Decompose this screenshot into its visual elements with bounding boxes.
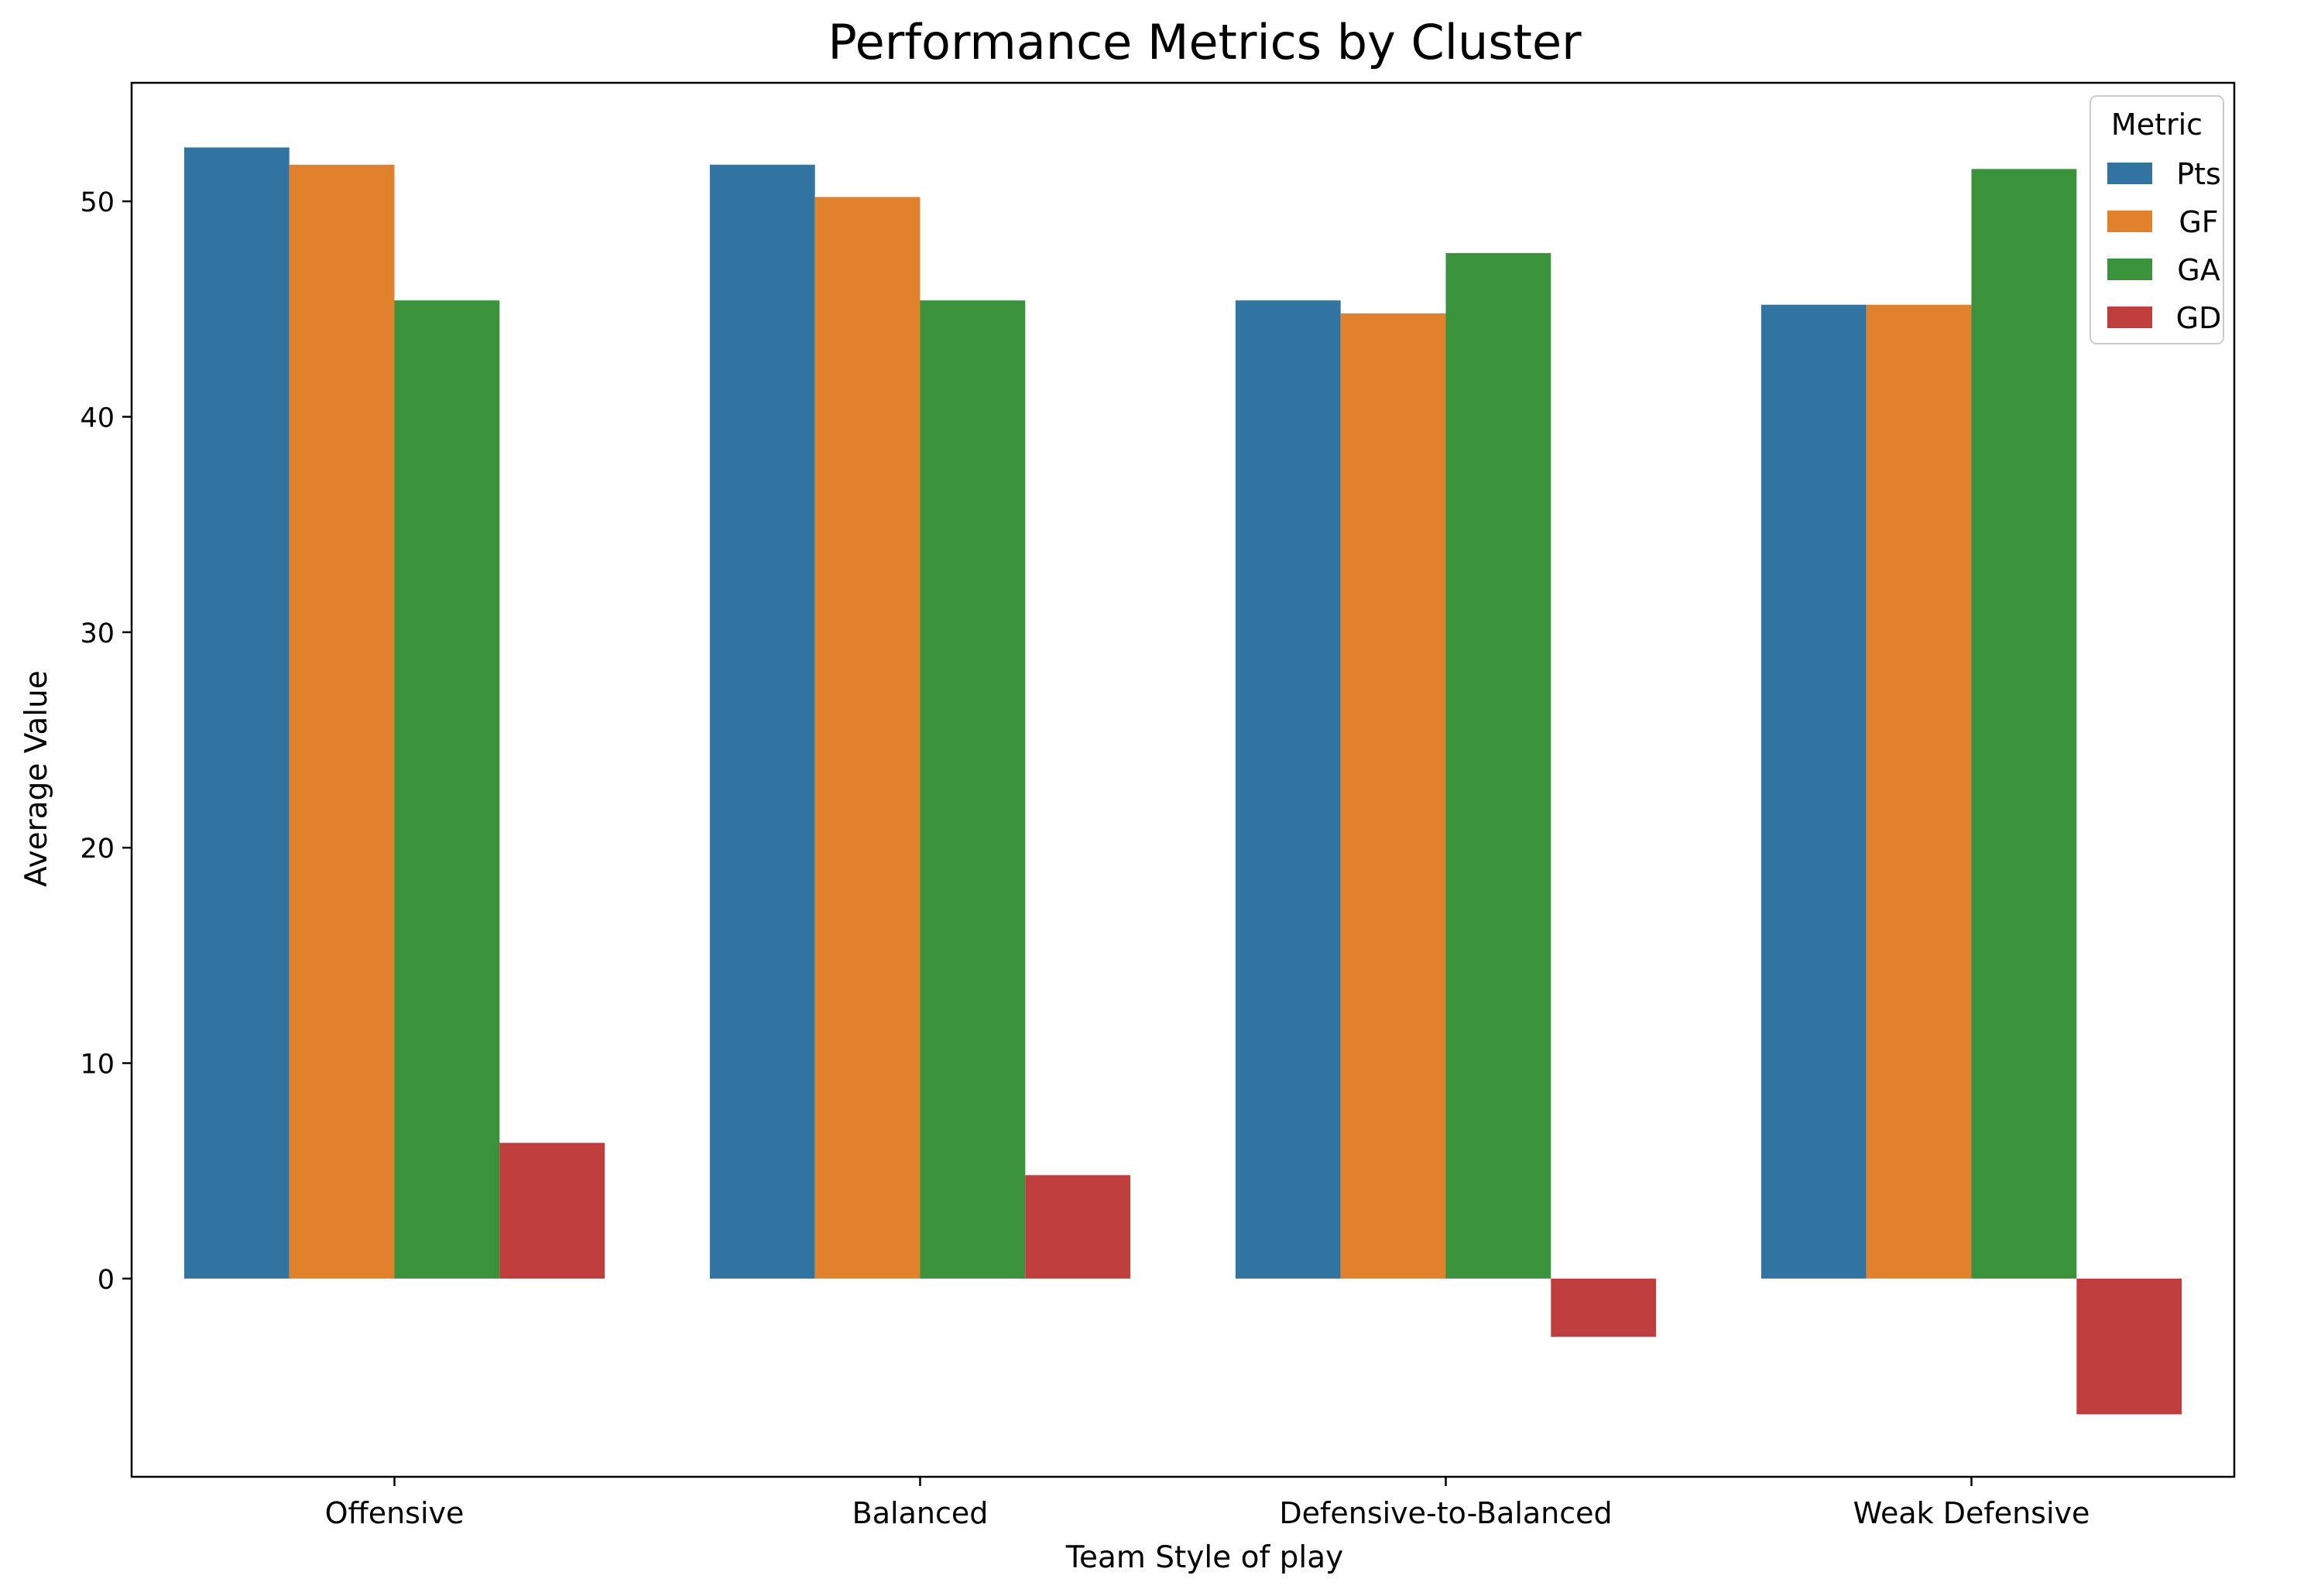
bar-gf-3 <box>1866 304 1972 1279</box>
bar-gd-2 <box>1551 1278 1657 1337</box>
y-axis-label: Average Value <box>19 670 54 887</box>
legend: Metric Pts GF GA GD <box>2090 95 2224 344</box>
chart-title: Performance Metrics by Cluster <box>828 14 1582 70</box>
x-tick-label: Defensive-to-Balanced <box>1279 1496 1612 1530</box>
bar-gd-3 <box>2076 1278 2182 1415</box>
bar-ga-0 <box>394 300 500 1279</box>
bar-pts-2 <box>1235 300 1341 1279</box>
legend-swatch-gf <box>2107 211 2152 232</box>
bar-gd-1 <box>1025 1175 1131 1279</box>
legend-swatch-gd <box>2107 307 2152 328</box>
bar-gf-2 <box>1340 313 1446 1279</box>
y-tick-label: 30 <box>80 618 115 649</box>
y-tick-label: 20 <box>80 834 115 865</box>
x-tick-label: Weak Defensive <box>1853 1496 2090 1530</box>
bar-pts-3 <box>1760 304 1867 1279</box>
y-tick-label: 40 <box>80 402 115 433</box>
bar-pts-1 <box>709 164 815 1279</box>
legend-label-pts: Pts <box>2176 157 2221 191</box>
legend-label-gf: GF <box>2179 205 2218 239</box>
legend-swatch-pts <box>2107 163 2152 184</box>
x-tick-label: Offensive <box>325 1496 465 1530</box>
bar-ga-3 <box>1971 169 2077 1279</box>
legend-label-gd: GD <box>2176 301 2222 335</box>
bar-gf-1 <box>814 197 921 1279</box>
legend-box <box>2090 95 2224 344</box>
x-axis-label: Team Style of play <box>1065 1540 1343 1575</box>
axes-frame <box>130 81 2236 1478</box>
bar-gf-0 <box>289 164 395 1279</box>
y-tick-label: 0 <box>98 1265 115 1296</box>
bar-gd-0 <box>499 1142 605 1279</box>
legend-swatch-ga <box>2107 259 2152 280</box>
legend-label-ga: GA <box>2177 253 2220 287</box>
x-tick-label: Balanced <box>852 1496 989 1530</box>
plot-area: 0 10 20 30 40 50 Offensive Balanced Defensive-to… <box>80 81 2236 1530</box>
bar-ga-1 <box>920 300 1026 1279</box>
bar-ga-2 <box>1445 252 1551 1279</box>
y-tick-label: 10 <box>80 1050 115 1081</box>
bar-pts-0 <box>183 147 290 1279</box>
legend-title: Metric <box>2111 108 2203 142</box>
y-tick-label: 50 <box>80 187 115 218</box>
